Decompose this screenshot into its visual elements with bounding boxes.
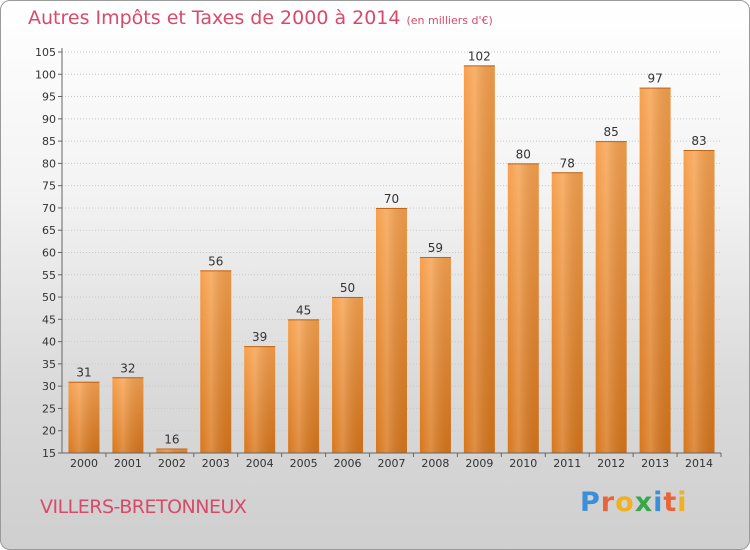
bar-shine [376,207,407,453]
commune-name: VILLERS-BRETONNEUX [40,496,247,518]
bar-shine [639,87,671,454]
x-tick-label: 2009 [465,457,493,470]
bar-shine [288,319,320,453]
data-label: 97 [647,72,662,86]
data-label: 102 [468,49,491,63]
logo-letter: o [615,487,635,518]
y-tick-label: 80 [42,157,56,170]
bars: 31 32 16 56 39 45 50 70 59 102 80 78 85 97 83 [68,49,715,454]
bar-shine [156,448,188,453]
x-tick-label: 2008 [421,457,449,470]
data-label: 85 [604,125,619,139]
logo-letter: x [634,487,654,518]
bar-shine [507,163,539,453]
bar-shine [112,377,144,453]
bar-shine [463,65,495,453]
data-label: 83 [691,134,706,148]
bar-shine [200,270,232,453]
x-tick-label: 2006 [334,457,362,470]
data-label: 32 [120,361,135,375]
y-tick-label: 85 [42,135,56,148]
bar-shine [332,297,364,453]
x-tick-label: 2007 [378,457,406,470]
x-tick-label: 2013 [641,457,669,470]
data-label: 80 [516,147,531,161]
y-tick-label: 90 [42,113,56,126]
bar-shine [68,381,100,453]
y-tick-label: 105 [35,46,56,59]
data-label: 70 [384,192,399,206]
y-tick-label: 70 [42,202,56,215]
chart-subtitle: (en milliers d'€) [406,14,493,27]
y-tick-label: 75 [42,180,56,193]
x-tick-label: 2000 [70,457,98,470]
bar-shine [683,150,715,453]
y-tick-label: 30 [42,380,56,393]
y-tick-label: 65 [42,224,56,237]
axes: 15 20 25 30 35 40 45 50 55 60 65 70 75 80 85 90 95 100 105… [35,46,722,470]
logo-letter: i [677,487,688,518]
data-label: 78 [560,156,575,170]
data-label: 45 [296,303,311,317]
bar-shine [595,141,627,453]
y-tick-label: 60 [42,247,56,260]
x-tick-label: 2010 [509,457,537,470]
data-label: 31 [76,366,91,380]
logo-letter: P [580,487,601,518]
chart-title: Autres Impôts et Taxes de 2000 à 2014 (en… [28,7,493,29]
bar-shine [419,256,451,453]
y-tick-label: 55 [42,269,56,282]
y-tick-label: 95 [42,91,56,104]
data-label: 50 [340,281,355,295]
chart-title-text: Autres Impôts et Taxes de 2000 à 2014 [28,7,401,29]
logo-letter: i [653,487,664,518]
x-tick-label: 2014 [685,457,713,470]
bar-shine [244,346,276,453]
y-tick-label: 40 [42,336,56,349]
x-tick-label: 2004 [246,457,274,470]
x-tick-label: 2011 [553,457,581,470]
bar-shine [551,172,583,454]
data-label: 16 [164,433,179,447]
x-tick-label: 2012 [597,457,625,470]
data-label: 39 [252,330,267,344]
y-tick-label: 100 [35,68,56,81]
data-label: 59 [428,241,443,255]
proxiti-logo: Proxiti [580,487,688,518]
x-tick-label: 2005 [290,457,318,470]
y-tick-label: 15 [42,447,56,460]
y-tick-label: 25 [42,402,56,415]
y-tick-label: 20 [42,425,56,438]
y-tick-label: 35 [42,358,56,371]
x-tick-label: 2002 [158,457,186,470]
data-label: 56 [208,254,223,268]
x-tick-label: 2003 [202,457,230,470]
y-tick-label: 45 [42,313,56,326]
x-tick-label: 2001 [114,457,142,470]
logo-letter: r [600,487,616,518]
logo-letter: t [663,487,678,518]
y-tick-label: 50 [42,291,56,304]
